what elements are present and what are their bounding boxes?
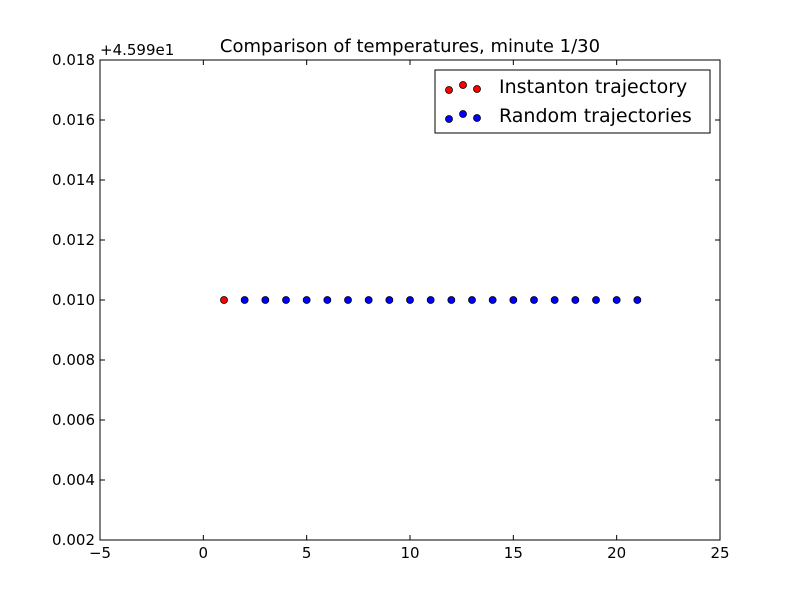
data-point (530, 296, 538, 304)
y-tick-label: 0.018 (52, 51, 95, 69)
legend-label: Instanton trajectory (499, 76, 687, 98)
legend-label: Random trajectories (499, 105, 692, 127)
legend-marker (445, 86, 453, 94)
y-tick-label: 0.016 (52, 111, 95, 129)
y-tick-label: 0.002 (52, 531, 95, 549)
legend-marker (445, 115, 453, 123)
chart-title: Comparison of temperatures, minute 1/30 (220, 36, 600, 57)
x-tick-label: 0 (199, 544, 209, 562)
data-point (571, 296, 580, 304)
y-tick-label: 0.006 (52, 411, 95, 429)
plot-area: −5 0 5 10 15 20 25 0.002 0.004 0.006 0.008 0.010 0.0… (52, 51, 730, 562)
legend-marker (473, 85, 481, 93)
plot-frame (99, 59, 721, 541)
data-point (220, 296, 228, 304)
legend-marker (459, 110, 467, 118)
legend: Instanton trajectory Random trajectories (434, 69, 711, 134)
data-point (364, 296, 373, 304)
y-tick-label: 0.012 (52, 231, 95, 249)
data-point (406, 296, 414, 304)
y-tick-label: 0.014 (52, 171, 95, 189)
x-tick-label: 20 (607, 544, 626, 562)
data-point (240, 296, 249, 304)
data-point (323, 296, 332, 304)
legend-marker (473, 114, 481, 122)
data-point (550, 296, 559, 304)
y-axis-offset-label: +4.599e1 (100, 41, 174, 59)
data-point (344, 296, 352, 304)
legend-box (434, 69, 711, 134)
data-point (447, 296, 456, 304)
data-point (509, 296, 518, 304)
data-point (488, 296, 497, 304)
data-point (385, 296, 394, 304)
data-point (468, 296, 476, 304)
data-point (261, 296, 270, 304)
y-tick-label: 0.008 (52, 351, 95, 369)
x-tick-label: 15 (504, 544, 523, 562)
data-point (426, 296, 435, 304)
x-tick-label: 5 (302, 544, 312, 562)
data-point (612, 296, 621, 304)
legend-marker (459, 81, 467, 89)
x-tick-label: 10 (400, 544, 419, 562)
data-point (302, 296, 311, 304)
y-tick-label: 0.010 (52, 291, 95, 309)
data-point (633, 296, 642, 304)
x-tick-label: 25 (710, 544, 729, 562)
data-point (592, 296, 600, 304)
data-point (282, 296, 290, 304)
y-tick-label: 0.004 (52, 471, 95, 489)
x-tick-label: −5 (89, 544, 111, 562)
